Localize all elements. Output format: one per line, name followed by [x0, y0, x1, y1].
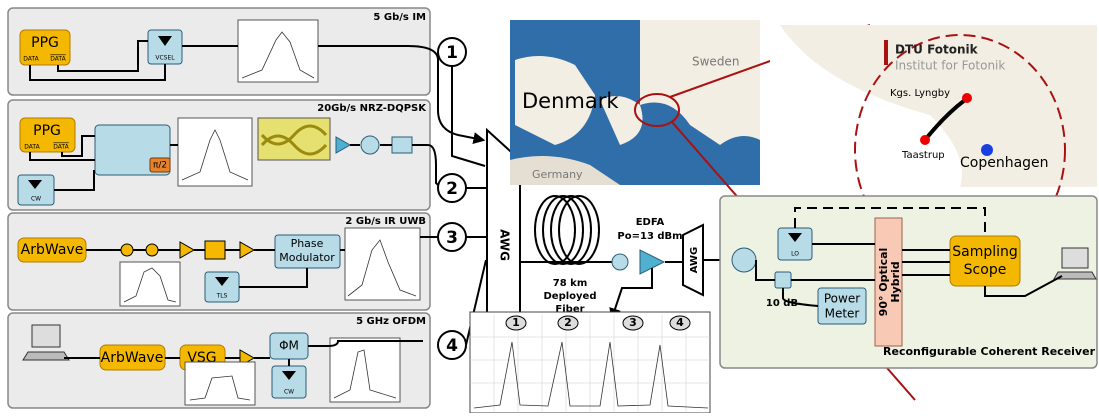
channel-number: 2 [564, 316, 572, 329]
port-label: DATA [53, 144, 69, 151]
block-label: Phase [291, 237, 324, 250]
spectrum-plot [238, 20, 318, 82]
map-label: Sweden [692, 55, 739, 69]
shape [535, 196, 575, 264]
mixer [146, 244, 158, 256]
spectrum-plot [185, 362, 255, 405]
channel-number: 3 [629, 316, 637, 329]
map-label: Institut for Fotonik [895, 59, 1005, 73]
spectrum-plot [178, 118, 252, 186]
channel-number: 1 [446, 43, 458, 63]
site-marker [920, 135, 930, 145]
filter [205, 241, 225, 259]
fiber-label: Deployed [544, 291, 597, 302]
wire [612, 268, 652, 318]
edfa-label: EDFA [636, 217, 665, 228]
map-label: Taastrup [901, 150, 945, 161]
marker [884, 40, 888, 65]
channel-number: 3 [446, 228, 458, 248]
block-label: CW [31, 196, 41, 203]
spectrum-plot [330, 338, 400, 402]
block-label: Meter [825, 307, 860, 321]
mixer [121, 244, 133, 256]
fiber-spool [535, 196, 599, 264]
shape [559, 196, 599, 264]
panel-title: 20Gb/s NRZ-DQPSK [317, 103, 427, 114]
map-label: Germany [532, 168, 583, 181]
channel-number: 4 [446, 336, 458, 356]
port-label: DATA [50, 56, 66, 63]
attenuator [732, 248, 756, 272]
computer-icon [23, 352, 69, 360]
block-label: ΦM [279, 339, 299, 353]
channel-number: 4 [676, 316, 684, 329]
shape [551, 196, 591, 264]
map-label: Denmark [522, 89, 619, 113]
panel-title: 5 Gb/s IM [373, 12, 426, 23]
block-label: π/2 [153, 161, 167, 171]
awg-label: AWG [498, 229, 512, 261]
block-label: ArbWave [101, 350, 164, 366]
block-label: PPG [33, 123, 61, 139]
shape [543, 196, 583, 264]
block-label: CW [284, 389, 294, 396]
channel-number: 1 [512, 316, 520, 329]
edfa-power: Po=13 dBm [617, 231, 682, 242]
filter [392, 137, 412, 153]
block-label: ArbWave [21, 242, 84, 258]
port-label: DATA [23, 56, 39, 63]
site-marker [962, 93, 972, 103]
map-label: DTU Fotonik [895, 43, 979, 57]
attenuator [612, 254, 628, 270]
panel-title: 5 GHz OFDM [356, 316, 426, 327]
block-label: LO [791, 251, 799, 258]
coupler [775, 272, 791, 288]
map-label: Copenhagen [960, 155, 1049, 171]
block-label: Sampling [952, 244, 1018, 260]
panel-title: 2 Gb/s IR UWB [345, 216, 426, 227]
block-label: Modulator [279, 251, 335, 264]
block-label: Hybrid [889, 261, 902, 302]
wire [438, 70, 483, 140]
port-label: DATA [24, 144, 40, 151]
computer-icon [32, 325, 60, 347]
fiber-label: 78 km [553, 278, 587, 289]
block-label: PPG [31, 35, 59, 51]
awg-label: AWG [689, 247, 700, 274]
block-label: TLS [216, 293, 228, 300]
panel [8, 8, 430, 95]
diagram: 5 Gb/s IM PPG DATA DATA VCSEL 20Gb/s NRZ… [0, 0, 1099, 413]
block-label: Power [824, 292, 860, 306]
channel-number: 2 [446, 179, 458, 199]
block-label: Scope [964, 262, 1007, 278]
attenuator [361, 136, 379, 154]
computer-icon [1062, 248, 1088, 268]
wire [452, 66, 486, 345]
map-label: Kgs. Lyngby [890, 88, 950, 99]
block-label: VCSEL [155, 55, 175, 62]
receiver-title: Reconfigurable Coherent Receiver [883, 345, 1096, 358]
